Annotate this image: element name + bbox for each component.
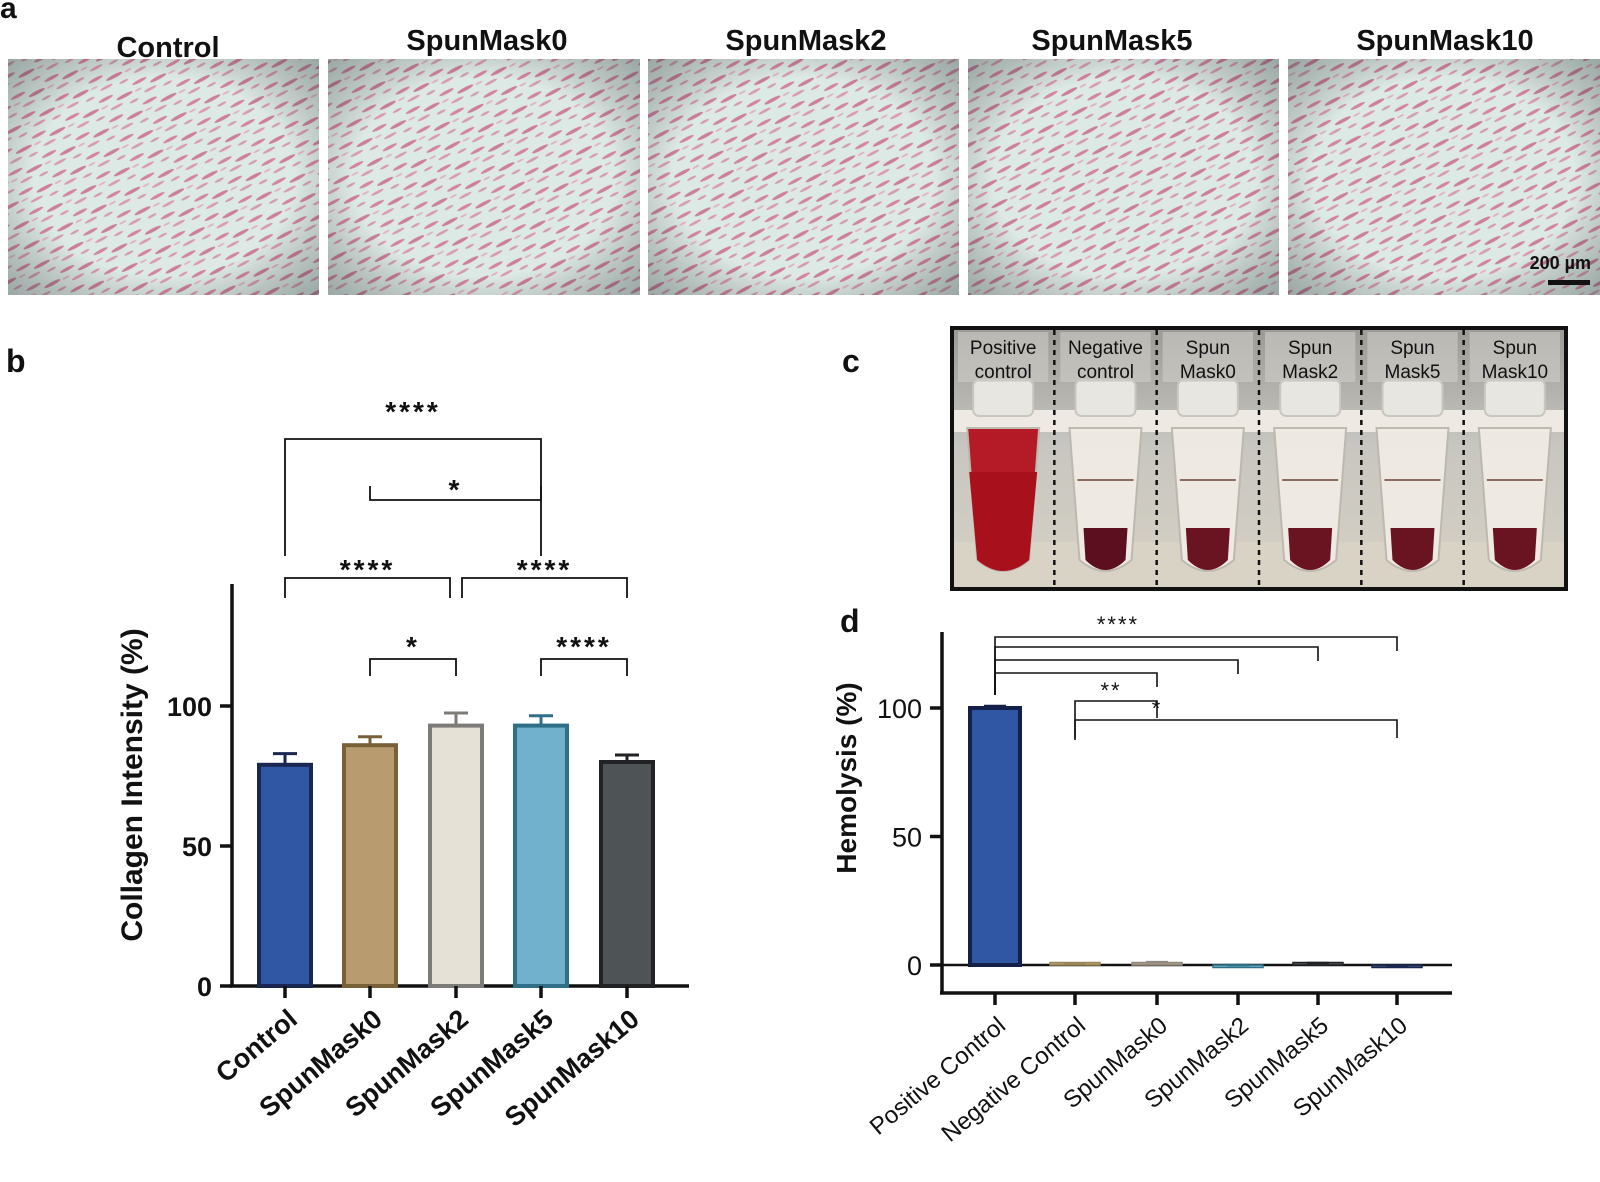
- panel-letter-c: c: [842, 343, 860, 379]
- significance-bracket: [540, 658, 628, 676]
- bar-spunmask0: [342, 743, 398, 989]
- y-tick-label: 100: [167, 692, 212, 722]
- x-tick-label: Positive Control: [865, 1012, 1011, 1141]
- y-tick-label: 50: [182, 832, 212, 862]
- bar-positive-control: [968, 706, 1022, 967]
- significance-label: ****: [385, 396, 441, 427]
- label-backdrop: [1469, 332, 1560, 382]
- panel-letter-a: a: [0, 0, 17, 25]
- micrograph-label-spunmask0: SpunMask0: [406, 25, 567, 57]
- significance-label: *: [1152, 696, 1163, 721]
- tube-cap: [972, 379, 1035, 417]
- photo-frame: [950, 326, 1568, 591]
- label-backdrop: [1162, 332, 1253, 382]
- bar-spunmask5: [513, 723, 569, 988]
- panel-b-collagen-chart: Collagen Intensity (%) 050100ControlSpun…: [116, 396, 689, 1133]
- tube-label-line2: Mask10: [1482, 362, 1549, 383]
- micrograph-vignette: [968, 59, 1279, 295]
- x-tick-label: Negative Control: [937, 1012, 1091, 1148]
- tube-label-line2: Mask5: [1385, 362, 1441, 383]
- tube-cap: [1074, 379, 1137, 417]
- tube-label-line1: Spun: [1288, 338, 1332, 359]
- tube-label-line2: Mask2: [1282, 362, 1338, 383]
- panel-d-hemolysis-chart: Hemolysis (%) 0 50 100 Positive ControlNega…: [831, 612, 1452, 1148]
- label-backdrop: [1060, 332, 1151, 382]
- label-backdrop: [1265, 332, 1356, 382]
- significance-bracket: [461, 577, 628, 598]
- tube-label-line2: control: [1077, 362, 1134, 383]
- significance-bracket: [1074, 719, 1398, 740]
- y-axis-label: Collagen Intensity (%): [116, 628, 149, 941]
- significance-label: *: [449, 474, 463, 505]
- panel-c-tube-photo: Positive control Negative control Spun Mask0 S…: [950, 326, 1568, 591]
- significance-bracket: [994, 636, 1398, 695]
- micrograph-vignette: [8, 59, 319, 295]
- significance-bracket: [284, 577, 451, 598]
- significance-label: ****: [556, 631, 612, 662]
- y-axis-label: Hemolysis (%): [831, 682, 862, 873]
- tube-cap: [1279, 379, 1342, 417]
- micrograph-label-control: Control: [116, 32, 219, 64]
- significance-label: ****: [517, 554, 573, 585]
- tube-liquid: [969, 472, 1038, 571]
- micrograph-label-spunmask10: SpunMask10: [1356, 25, 1533, 57]
- tube-label-line1: Negative: [1068, 338, 1143, 359]
- tube-cap: [1381, 379, 1444, 417]
- tube-cap: [1483, 379, 1546, 417]
- scale-bar-label: 200 µm: [1530, 253, 1591, 273]
- micrograph-label-spunmask2: SpunMask2: [725, 25, 886, 57]
- panel-letter-d: d: [840, 603, 860, 639]
- tube-cap: [1176, 379, 1239, 417]
- significance-bracket: [994, 672, 1158, 695]
- micrograph-vignette: [648, 59, 959, 295]
- y-tick-label: 0: [907, 951, 922, 981]
- bar-spunmask10: [599, 760, 655, 988]
- micrograph-vignette: [328, 59, 640, 295]
- panel-a-micrographs: Control SpunMask0 SpunMask2 SpunMask5 Sp…: [8, 25, 1600, 295]
- y-tick-label: 50: [892, 823, 922, 853]
- tube-label-line2: control: [975, 362, 1032, 383]
- significance-label: *: [406, 631, 420, 662]
- significance-bracket: [369, 658, 457, 676]
- tube-pellet: [1083, 528, 1128, 570]
- tube-pellet: [1492, 528, 1537, 570]
- tube-pellet: [1185, 528, 1230, 570]
- panel-letter-b: b: [6, 343, 26, 379]
- tube-label-line2: Mask0: [1180, 362, 1236, 383]
- label-backdrop: [958, 332, 1049, 382]
- micrograph-label-spunmask5: SpunMask5: [1031, 25, 1192, 57]
- bar-control: [257, 762, 313, 988]
- tube-label-line1: Positive: [970, 338, 1037, 359]
- significance-bracket: [284, 438, 542, 556]
- significance-label: ****: [1097, 612, 1139, 637]
- significance-bracket: [369, 486, 542, 501]
- significance-bracket: [994, 646, 1319, 695]
- y-tick-label: 100: [877, 694, 922, 724]
- tube-pellet: [1288, 528, 1333, 570]
- label-backdrop: [1367, 332, 1458, 382]
- bar-spunmask2: [428, 723, 484, 988]
- significance-label: ****: [340, 554, 396, 585]
- y-tick-label: 0: [197, 972, 212, 1002]
- micrograph-vignette: [1288, 59, 1600, 295]
- tube-pellet: [1390, 528, 1435, 570]
- tube-label-line1: Spun: [1493, 338, 1537, 359]
- scale-bar: [1548, 280, 1590, 285]
- tube-label-line1: Spun: [1186, 338, 1230, 359]
- tube-label-line1: Spun: [1390, 338, 1434, 359]
- significance-label: **: [1100, 678, 1121, 703]
